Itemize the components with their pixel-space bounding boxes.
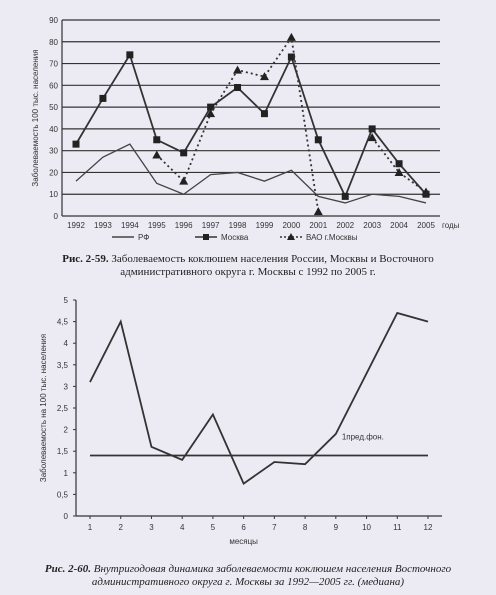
x-tick-label: 2001 — [309, 221, 327, 230]
series-point-1 — [207, 103, 215, 111]
y-axis-label: Заболеваемость на 100 тыс. населения — [39, 334, 48, 482]
y-axis-label: Заболеваемость 100 тыс. населения — [31, 49, 40, 186]
x-tick-label: 11 — [393, 523, 402, 532]
x-tick-label: 10 — [362, 523, 371, 532]
x-tick-label: 3 — [149, 523, 154, 532]
series-point-1 — [99, 94, 107, 102]
y-tick-label: 80 — [49, 38, 58, 47]
x-tick-label: 1 — [88, 523, 93, 532]
x-axis-label: месяцы — [229, 537, 258, 546]
x-tick-label: 1999 — [256, 221, 274, 230]
y-tick-label: 30 — [49, 147, 58, 156]
y-tick-label: 90 — [49, 16, 58, 25]
caption-1-text: Заболеваемость коклюшем населения России… — [111, 253, 434, 278]
series-point-1 — [368, 125, 376, 133]
caption-1-label: Рис. 2-59. — [62, 253, 109, 265]
x-tick-label: 1997 — [202, 221, 220, 230]
x-tick-label: 1998 — [229, 221, 247, 230]
series-point-2 — [313, 207, 323, 216]
caption-2: Рис. 2-60. Внутригодовая динамика заболе… — [0, 563, 496, 589]
x-tick-label: 4 — [180, 523, 185, 532]
series-point-1 — [72, 140, 80, 148]
x-tick-label: 2000 — [282, 221, 300, 230]
series-point-1 — [180, 149, 188, 157]
caption-1: Рис. 2-59. Заболеваемость коклюшем насел… — [0, 253, 496, 279]
series-line-1 — [75, 52, 427, 199]
threshold-label: 1пред.фон. — [342, 433, 384, 442]
y-tick-label: 0 — [54, 212, 59, 221]
x-axis-suffix: годы — [442, 221, 460, 230]
x-tick-label: 1994 — [121, 221, 139, 230]
x-tick-label: 2002 — [336, 221, 354, 230]
y-tick-label: 2 — [64, 426, 69, 435]
chart-1: 0 10 20 30 40 50 60 70 80 90 Заболеваемость 100 ты… — [31, 16, 460, 242]
series-point-1 — [287, 53, 295, 61]
y-tick-label: 1,5 — [57, 447, 69, 456]
x-tick-label: 6 — [241, 523, 246, 532]
series-point-2 — [259, 72, 269, 81]
series-line-0 — [75, 143, 427, 204]
y-tick-label: 40 — [49, 125, 58, 134]
legend-label-0: РФ — [138, 233, 149, 242]
series-point-2 — [286, 32, 296, 41]
x-tick-label: 1996 — [175, 221, 193, 230]
legend-marker-1 — [203, 234, 209, 240]
y-tick-label: 70 — [49, 60, 58, 69]
series-point-1 — [260, 110, 268, 118]
series-point-1 — [314, 136, 322, 144]
legend-label-2: ВАО г.Москвы — [306, 233, 358, 242]
chart-2: 00,511,522,533,544,551 2 3 4 5 6 7 8 9 10 11 12меся… — [39, 296, 442, 546]
x-tick-label: 2003 — [363, 221, 381, 230]
x-tick-label: 12 — [424, 523, 433, 532]
legend-marker-2 — [287, 233, 295, 240]
x-tick-label: 5 — [211, 523, 216, 532]
y-tick-label: 3,5 — [57, 361, 69, 370]
y-tick-label: 4,5 — [57, 318, 69, 327]
series-point-1 — [395, 160, 403, 168]
series-point-2 — [179, 176, 189, 185]
series-point-2 — [233, 65, 243, 74]
x-tick-label: 1995 — [148, 221, 166, 230]
y-tick-label: 0,5 — [57, 490, 69, 499]
x-tick-label: 8 — [303, 523, 308, 532]
y-tick-label: 1 — [64, 469, 69, 478]
y-tick-label: 0 — [64, 512, 69, 521]
y-tick-label: 60 — [49, 81, 58, 90]
y-tick-label: 4 — [64, 339, 69, 348]
series-point-2 — [152, 150, 162, 159]
series-point-2 — [421, 187, 431, 196]
series-point-2 — [367, 133, 377, 142]
y-tick-label: 50 — [49, 103, 58, 112]
x-tick-label: 1992 — [67, 221, 85, 230]
y-tick-label: 3 — [64, 382, 69, 391]
x-tick-label: 9 — [334, 523, 339, 532]
series-point-1 — [126, 51, 134, 59]
y-tick-label: 10 — [49, 190, 58, 199]
series-point-2 — [206, 109, 216, 118]
x-tick-label: 2 — [119, 523, 124, 532]
caption-2-label: Рис. 2-60. — [44, 563, 91, 575]
x-tick-label: 7 — [272, 523, 277, 532]
y-tick-label: 20 — [49, 168, 58, 177]
series-point-1 — [234, 84, 242, 92]
series-point-2 — [394, 167, 404, 176]
x-tick-label: 2004 — [390, 221, 408, 230]
caption-2-text: Внутригодовая динамика заболеваемости ко… — [91, 563, 452, 588]
y-tick-label: 2,5 — [57, 404, 69, 413]
y-tick-label: 5 — [64, 296, 69, 305]
x-tick-label: 2005 — [417, 221, 435, 230]
series-point-1 — [341, 192, 349, 200]
legend-label-1: Москва — [221, 233, 249, 242]
median-line — [89, 311, 429, 485]
series-point-1 — [153, 136, 161, 144]
x-tick-label: 1993 — [94, 221, 112, 230]
